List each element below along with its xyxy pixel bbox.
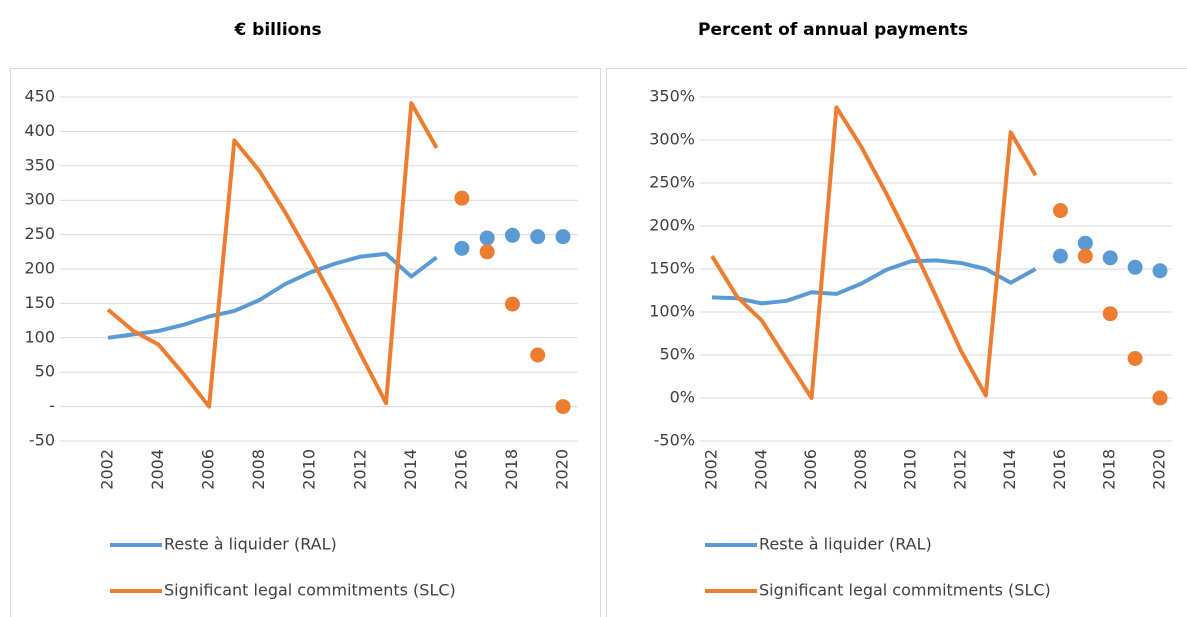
series-dot [479, 244, 495, 260]
legend-label: Reste à liquider (RAL) [164, 535, 337, 554]
series-dot [1152, 390, 1168, 406]
legend-label: Significant legal commitments (SLC) [759, 581, 1051, 600]
series-line [106, 101, 439, 409]
x-tick-label: 2010 [300, 449, 319, 490]
x-tick-label: 2004 [751, 449, 770, 490]
series-line [710, 105, 1038, 400]
x-tick-label: 2012 [350, 449, 369, 490]
series-dot [1102, 306, 1118, 322]
series-dot [1077, 248, 1093, 264]
x-tick-label: 2012 [950, 449, 969, 490]
series-dot [1127, 350, 1143, 366]
y-tick-label: 450 [24, 87, 55, 106]
x-tick-label: 2016 [1050, 449, 1069, 490]
y-tick-label: 100 [24, 327, 55, 346]
y-tick-label: 350% [649, 87, 695, 106]
y-tick-label: 200 [24, 259, 55, 278]
x-tick-label: 2010 [901, 449, 920, 490]
series-line [711, 258, 1037, 306]
chart-title: Percent of annual payments [698, 20, 968, 40]
y-tick-label: 150 [24, 293, 55, 312]
series-dot [504, 296, 520, 312]
y-tick-label: 400 [24, 121, 55, 140]
series-dot [1077, 235, 1093, 251]
series-dot [454, 190, 470, 206]
x-tick-label: 2006 [199, 449, 218, 490]
x-tick-label: 2008 [249, 449, 268, 490]
legend-label: Reste à liquider (RAL) [759, 535, 932, 554]
series-dot [479, 230, 495, 246]
x-tick-label: 2006 [801, 449, 820, 490]
series-dot [504, 227, 520, 243]
y-tick-label: 100% [649, 302, 695, 321]
chart-title: € billions [233, 20, 321, 40]
x-tick-label: 2018 [502, 449, 521, 490]
y-tick-label: 50 [35, 362, 55, 381]
x-tick-label: 2016 [451, 449, 470, 490]
series-dot [1052, 248, 1068, 264]
y-tick-label: 250 [24, 224, 55, 243]
series-dot [1052, 203, 1068, 219]
x-tick-label: 2020 [1150, 449, 1169, 490]
y-tick-label: 350 [24, 155, 55, 174]
series-dot [454, 240, 470, 256]
y-tick-label: - [49, 396, 55, 415]
series-dot [555, 229, 571, 245]
x-tick-label: 2014 [401, 449, 420, 490]
series-dot [1152, 263, 1168, 279]
y-tick-label: 300 [24, 190, 55, 209]
series-dot [530, 347, 546, 363]
chart-frame [606, 68, 1187, 617]
legend-label: Significant legal commitments (SLC) [164, 581, 456, 600]
x-tick-label: 2002 [702, 449, 721, 490]
chart-frame [10, 68, 601, 617]
series-dot [555, 399, 571, 415]
y-tick-label: 150% [649, 259, 695, 278]
x-tick-label: 2020 [553, 449, 572, 490]
y-tick-label: 250% [649, 173, 695, 192]
x-tick-label: 2002 [98, 449, 117, 490]
y-tick-label: 0% [670, 388, 695, 407]
x-tick-label: 2018 [1100, 449, 1119, 490]
y-tick-label: -50 [29, 431, 55, 450]
series-dot [1127, 259, 1143, 275]
y-tick-label: 50% [659, 345, 695, 364]
x-tick-label: 2008 [851, 449, 870, 490]
x-tick-label: 2014 [1000, 449, 1019, 490]
y-tick-label: 300% [649, 130, 695, 149]
x-tick-label: 2004 [148, 449, 167, 490]
y-tick-label: -50% [654, 431, 695, 450]
series-dot [1102, 250, 1118, 266]
series-dot [530, 229, 546, 245]
y-tick-label: 200% [649, 216, 695, 235]
series-line [107, 251, 438, 340]
